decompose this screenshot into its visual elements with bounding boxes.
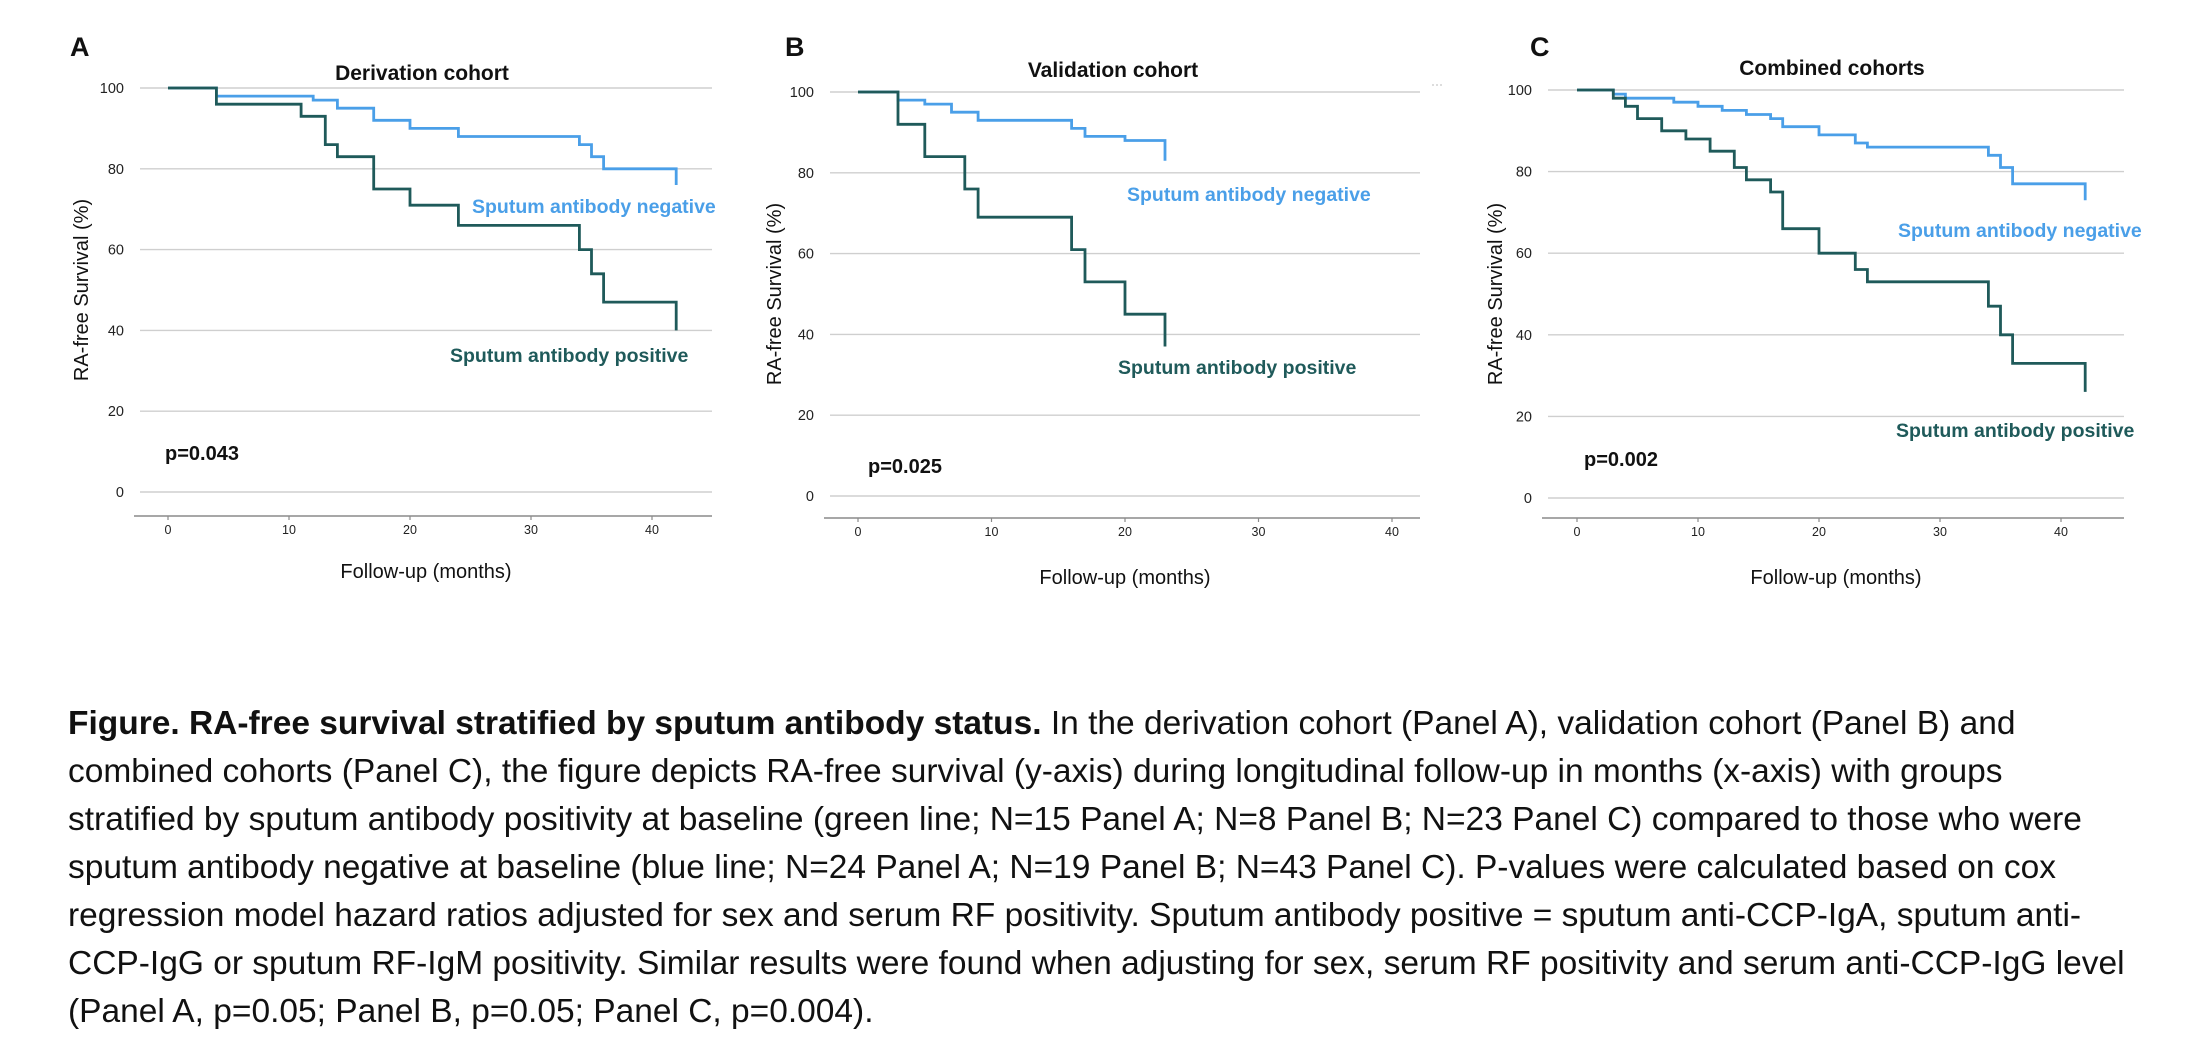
y-tick-label: 80 <box>1516 165 1532 181</box>
x-tick-label: 30 <box>1933 525 1947 539</box>
series-line-positive <box>168 86 678 331</box>
panel-letter: C <box>1530 32 1550 62</box>
x-tick-label: 20 <box>1118 525 1132 539</box>
p-value-annotation: p=0.043 <box>165 443 239 465</box>
y-tick-label: 0 <box>806 489 814 505</box>
y-tick-label: 100 <box>100 81 124 97</box>
chart-title: Derivation cohort <box>335 62 509 85</box>
x-tick-label: 40 <box>645 523 659 537</box>
x-tick-label: 0 <box>855 525 862 539</box>
series-label-positive: Sputum antibody positive <box>1896 420 2134 442</box>
y-tick-label: 80 <box>108 162 124 178</box>
p-value-annotation: p=0.025 <box>868 456 942 478</box>
x-tick-label: 0 <box>1574 525 1581 539</box>
y-axis-label: RA-free Survival (%) <box>1485 203 1507 385</box>
chart-panel-c: C Combined cohorts 0 20 40 60 80 100 0 10 20 30 40 Fo… <box>1485 32 2142 589</box>
x-tick-label: 40 <box>1385 525 1399 539</box>
y-tick-label: 100 <box>790 85 814 101</box>
x-tick-label: 30 <box>524 523 538 537</box>
x-axis-label: Follow-up (months) <box>340 561 511 583</box>
y-tick-label: 100 <box>1508 83 1532 99</box>
y-tick-label: 60 <box>108 243 124 259</box>
x-axis-label: Follow-up (months) <box>1039 567 1210 589</box>
series-line-negative <box>858 90 1167 161</box>
y-tick-label: 40 <box>798 327 814 343</box>
series-line-negative <box>1577 88 2087 201</box>
y-tick-label: 40 <box>1516 328 1532 344</box>
series-label-positive: Sputum antibody positive <box>1118 357 1356 379</box>
x-tick-label: 40 <box>2054 525 2068 539</box>
caption-body: In the derivation cohort (Panel A), vali… <box>68 704 2125 1030</box>
p-value-annotation: p=0.002 <box>1584 449 1658 471</box>
x-tick-label: 20 <box>403 523 417 537</box>
chart-panel-a: A Derivation cohort 0 20 40 60 80 100 0 10 20 30 40 F… <box>70 32 716 583</box>
caption-title: Figure. RA-free survival stratified by s… <box>68 704 1042 742</box>
chart-panel-b: B Validation cohort 0 20 40 60 80 100 0 10 20 30 40 F… <box>764 32 1420 589</box>
series-line-positive <box>858 90 1167 347</box>
y-tick-label: 40 <box>108 323 124 339</box>
panel-letter: A <box>70 32 90 62</box>
series-label-negative: Sputum antibody negative <box>1898 220 2142 242</box>
y-tick-label: 0 <box>1524 491 1532 507</box>
series-label-negative: Sputum antibody negative <box>1127 184 1371 206</box>
y-tick-label: 20 <box>1516 409 1532 425</box>
chart-title: Validation cohort <box>1028 59 1198 82</box>
series-label-positive: Sputum antibody positive <box>450 345 688 367</box>
y-tick-label: 0 <box>116 485 124 501</box>
x-tick-label: 10 <box>1691 525 1705 539</box>
figure-caption: Figure. RA-free survival stratified by s… <box>68 700 2138 1036</box>
y-tick-label: 20 <box>798 408 814 424</box>
panel-letter: B <box>785 32 805 62</box>
series-line-positive <box>1577 88 2087 392</box>
y-tick-label: 80 <box>798 166 814 182</box>
y-tick-label: 60 <box>798 247 814 263</box>
x-tick-label: 10 <box>985 525 999 539</box>
x-tick-label: 10 <box>282 523 296 537</box>
series-label-negative: Sputum antibody negative <box>472 196 716 218</box>
chart-title: Combined cohorts <box>1739 57 1925 80</box>
y-tick-label: 60 <box>1516 246 1532 262</box>
x-axis-label: Follow-up (months) <box>1750 567 1921 589</box>
series-line-negative <box>168 86 678 185</box>
y-axis-label: RA-free Survival (%) <box>764 203 786 385</box>
x-tick-label: 0 <box>165 523 172 537</box>
y-tick-label: 20 <box>108 404 124 420</box>
x-tick-label: 20 <box>1812 525 1826 539</box>
x-tick-label: 30 <box>1252 525 1266 539</box>
y-axis-label: RA-free Survival (%) <box>71 199 93 381</box>
